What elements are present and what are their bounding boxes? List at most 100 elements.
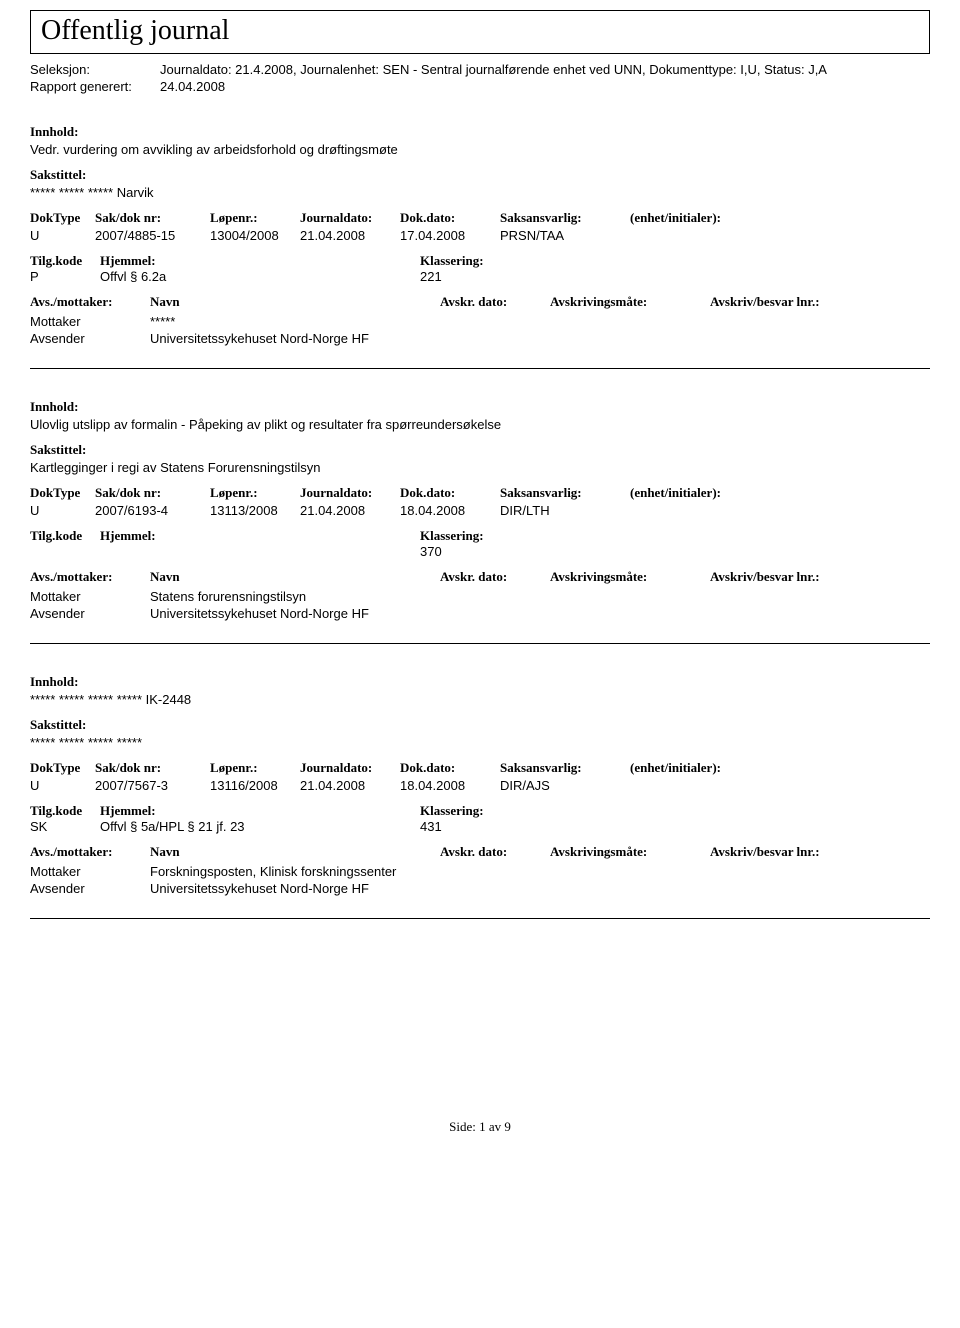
tilg-header-row: Tilg.kode Hjemmel: Klassering: xyxy=(30,803,930,819)
journal-entry: Innhold: Vedr. vurdering om avvikling av… xyxy=(30,124,930,368)
hjemmel-value xyxy=(100,544,420,559)
dok-data-row: U 2007/6193-4 13113/2008 21.04.2008 18.0… xyxy=(30,503,930,518)
sakstittel-content: Kartlegginger i regi av Statens Forurens… xyxy=(30,460,930,475)
journal-entry: Innhold: Ulovlig utslipp av formalin - P… xyxy=(30,399,930,643)
saksansvarlig-label: Saksansvarlig: xyxy=(500,210,630,226)
klassering-value: 370 xyxy=(420,544,442,559)
section-divider xyxy=(30,918,930,919)
enhet-value xyxy=(630,503,770,518)
sakstittel-content: ***** ***** ***** Narvik xyxy=(30,185,930,200)
mottaker-navn: Statens forurensningstilsyn xyxy=(150,589,440,604)
mottaker-row: Mottaker Statens forurensningstilsyn xyxy=(30,589,930,604)
enhet-value xyxy=(630,228,770,243)
innhold-label: Innhold: xyxy=(30,124,930,140)
page-title: Offentlig journal xyxy=(41,15,919,47)
section-divider xyxy=(30,643,930,644)
avskrivingsmaate-label: Avskrivingsmåte: xyxy=(550,569,710,585)
avsmottaker-label: Avs./mottaker: xyxy=(30,294,150,310)
avskrdato-label: Avskr. dato: xyxy=(440,569,550,585)
seleksjon-label: Seleksjon: xyxy=(30,62,160,77)
dok-header-row: DokType Sak/dok nr: Løpenr.: Journaldato… xyxy=(30,760,930,776)
lopenr-value: 13116/2008 xyxy=(210,778,300,793)
sakdok-value: 2007/7567-3 xyxy=(95,778,210,793)
document-page: Offentlig journal Seleksjon: Journaldato… xyxy=(0,0,960,1165)
seleksjon-row: Seleksjon: Journaldato: 21.4.2008, Journ… xyxy=(30,62,930,77)
lopenr-label: Løpenr.: xyxy=(210,210,300,226)
total-pages: 9 xyxy=(504,1119,511,1134)
avsender-label: Avsender xyxy=(30,331,150,346)
sakdok-label: Sak/dok nr: xyxy=(95,485,210,501)
tilg-data-row: 370 xyxy=(30,544,930,559)
klassering-label: Klassering: xyxy=(420,253,484,269)
mottaker-navn: Forskningsposten, Klinisk forskningssent… xyxy=(150,864,440,879)
sakdok-label: Sak/dok nr: xyxy=(95,760,210,776)
enhet-value xyxy=(630,778,770,793)
lopenr-label: Løpenr.: xyxy=(210,760,300,776)
rapport-row: Rapport generert: 24.04.2008 xyxy=(30,79,930,94)
avsmottaker-label: Avs./mottaker: xyxy=(30,569,150,585)
sakstittel-content: ***** ***** ***** ***** xyxy=(30,735,930,750)
avs-header-row: Avs./mottaker: Navn Avskr. dato: Avskriv… xyxy=(30,569,930,585)
av-label: av xyxy=(489,1119,501,1134)
sakdok-label: Sak/dok nr: xyxy=(95,210,210,226)
avskrivingsmaate-label: Avskrivingsmåte: xyxy=(550,844,710,860)
avsmottaker-label: Avs./mottaker: xyxy=(30,844,150,860)
klassering-label: Klassering: xyxy=(420,803,484,819)
mottaker-label: Mottaker xyxy=(30,589,150,604)
avsender-row: Avsender Universitetssykehuset Nord-Norg… xyxy=(30,881,930,896)
avskrivbesvar-label: Avskriv/besvar lnr.: xyxy=(710,569,890,585)
navn-label: Navn xyxy=(150,294,440,310)
dok-header-row: DokType Sak/dok nr: Løpenr.: Journaldato… xyxy=(30,210,930,226)
tilgkode-value: P xyxy=(30,269,100,284)
saksansvarlig-value: PRSN/TAA xyxy=(500,228,630,243)
avsender-row: Avsender Universitetssykehuset Nord-Norg… xyxy=(30,331,930,346)
mottaker-row: Mottaker ***** xyxy=(30,314,930,329)
dokdato-label: Dok.dato: xyxy=(400,485,500,501)
saksansvarlig-value: DIR/AJS xyxy=(500,778,630,793)
lopenr-label: Løpenr.: xyxy=(210,485,300,501)
page-footer: Side: 1 av 9 xyxy=(30,1119,930,1135)
innhold-label: Innhold: xyxy=(30,674,930,690)
enhet-label: (enhet/initialer): xyxy=(630,210,770,226)
tilg-header-row: Tilg.kode Hjemmel: Klassering: xyxy=(30,253,930,269)
avs-header-row: Avs./mottaker: Navn Avskr. dato: Avskriv… xyxy=(30,294,930,310)
journaldato-value: 21.04.2008 xyxy=(300,228,400,243)
avsender-navn: Universitetssykehuset Nord-Norge HF xyxy=(150,606,440,621)
entries-container: Innhold: Vedr. vurdering om avvikling av… xyxy=(30,124,930,919)
doktype-label: DokType xyxy=(30,485,95,501)
lopenr-value: 13004/2008 xyxy=(210,228,300,243)
dokdato-label: Dok.dato: xyxy=(400,760,500,776)
journal-entry: Innhold: ***** ***** ***** ***** IK-2448… xyxy=(30,674,930,918)
rapport-value: 24.04.2008 xyxy=(160,79,930,94)
hjemmel-value: Offvl § 5a/HPL § 21 jf. 23 xyxy=(100,819,420,834)
journaldato-value: 21.04.2008 xyxy=(300,778,400,793)
page-num: 1 xyxy=(479,1119,486,1134)
mottaker-navn: ***** xyxy=(150,314,440,329)
avsender-navn: Universitetssykehuset Nord-Norge HF xyxy=(150,331,440,346)
dok-data-row: U 2007/7567-3 13116/2008 21.04.2008 18.0… xyxy=(30,778,930,793)
doktype-value: U xyxy=(30,503,95,518)
dokdato-value: 18.04.2008 xyxy=(400,778,500,793)
hjemmel-label: Hjemmel: xyxy=(100,253,420,269)
sakstittel-label: Sakstittel: xyxy=(30,442,930,458)
avskrivbesvar-label: Avskriv/besvar lnr.: xyxy=(710,294,890,310)
lopenr-value: 13113/2008 xyxy=(210,503,300,518)
avsender-label: Avsender xyxy=(30,881,150,896)
doktype-value: U xyxy=(30,778,95,793)
sakdok-value: 2007/4885-15 xyxy=(95,228,210,243)
tilgkode-value: SK xyxy=(30,819,100,834)
klassering-value: 431 xyxy=(420,819,442,834)
tilgkode-label: Tilg.kode xyxy=(30,528,100,544)
avskrdato-label: Avskr. dato: xyxy=(440,294,550,310)
klassering-value: 221 xyxy=(420,269,442,284)
hjemmel-label: Hjemmel: xyxy=(100,803,420,819)
enhet-label: (enhet/initialer): xyxy=(630,760,770,776)
innhold-content: Ulovlig utslipp av formalin - Påpeking a… xyxy=(30,417,930,432)
tilgkode-label: Tilg.kode xyxy=(30,253,100,269)
seleksjon-value: Journaldato: 21.4.2008, Journalenhet: SE… xyxy=(160,62,930,77)
journaldato-label: Journaldato: xyxy=(300,485,400,501)
dokdato-label: Dok.dato: xyxy=(400,210,500,226)
sakstittel-label: Sakstittel: xyxy=(30,717,930,733)
avsender-navn: Universitetssykehuset Nord-Norge HF xyxy=(150,881,440,896)
innhold-content: Vedr. vurdering om avvikling av arbeidsf… xyxy=(30,142,930,157)
